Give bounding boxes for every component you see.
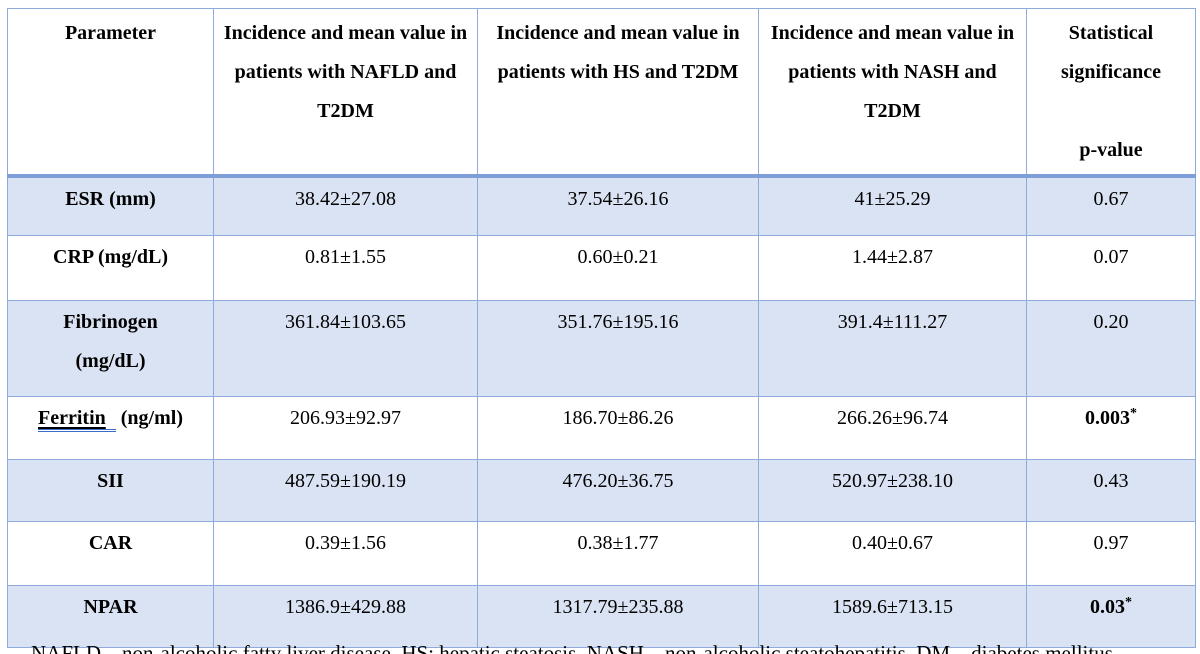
parameter-label: ESR (mm) — [7, 175, 214, 236]
parameter-label: CAR — [7, 521, 214, 586]
value-hs: 1317.79±235.88 — [477, 585, 759, 648]
parameter-label: Ferritin (ng/ml) — [7, 396, 214, 460]
parameter-name: Fibrinogen — [63, 311, 158, 333]
significance-asterisk: * — [1125, 595, 1132, 610]
p-value-significant: 0.003* — [1026, 396, 1196, 460]
parameter-name: Ferritin — [38, 407, 106, 429]
value-nash: 520.97±238.10 — [758, 459, 1027, 522]
parameter-label: Fibrinogen (mg/dL) — [7, 300, 214, 397]
header-significance-label: Statistical significance — [1061, 22, 1161, 83]
table-row-crp: CRP (mg/dL) 0.81±1.55 0.60±0.21 1.44±2.8… — [7, 235, 1196, 301]
table-row-esr: ESR (mm) 38.42±27.08 37.54±26.16 41±25.2… — [7, 175, 1196, 236]
value-hs: 476.20±36.75 — [477, 459, 759, 522]
value-nafld: 1386.9±429.88 — [213, 585, 478, 648]
value-hs: 351.76±195.16 — [477, 300, 759, 397]
significance-asterisk: * — [1130, 406, 1137, 421]
header-row: Parameter Incidence and mean value in pa… — [7, 8, 1196, 178]
p-value: 0.20 — [1026, 300, 1196, 397]
value-nash: 266.26±96.74 — [758, 396, 1027, 460]
header-nafld-t2dm: Incidence and mean value in patients wit… — [213, 8, 478, 178]
p-value: 0.97 — [1026, 521, 1196, 586]
p-value-significant: 0.03* — [1026, 585, 1196, 648]
table-row-npar: NPAR 1386.9±429.88 1317.79±235.88 1589.6… — [7, 585, 1196, 648]
p-value: 0.67 — [1026, 175, 1196, 236]
header-pvalue-label: p-value — [1079, 139, 1143, 161]
parameter-unit: (mg/dL) — [75, 350, 146, 372]
value-nafld: 206.93±92.97 — [213, 396, 478, 460]
parameter-unit: (ng/ml) — [120, 407, 183, 429]
parameter-label: CRP (mg/dL) — [7, 235, 214, 301]
value-hs: 37.54±26.16 — [477, 175, 759, 236]
value-nafld: 0.81±1.55 — [213, 235, 478, 301]
header-hs-t2dm: Incidence and mean value in patients wit… — [477, 8, 759, 178]
statistics-table: Parameter Incidence and mean value in pa… — [7, 8, 1196, 648]
value-hs: 186.70±86.26 — [477, 396, 759, 460]
value-nafld: 361.84±103.65 — [213, 300, 478, 397]
p-value: 0.07 — [1026, 235, 1196, 301]
parameter-label: NPAR — [7, 585, 214, 648]
value-nafld: 38.42±27.08 — [213, 175, 478, 236]
value-nash: 41±25.29 — [758, 175, 1027, 236]
p-value: 0.43 — [1026, 459, 1196, 522]
table-row-ferritin: Ferritin (ng/ml) 206.93±92.97 186.70±86.… — [7, 396, 1196, 460]
table-row-car: CAR 0.39±1.56 0.38±1.77 0.40±0.67 0.97 — [7, 521, 1196, 586]
value-nafld: 487.59±190.19 — [213, 459, 478, 522]
table-row-sii: SII 487.59±190.19 476.20±36.75 520.97±23… — [7, 459, 1196, 522]
value-nash: 1589.6±713.15 — [758, 585, 1027, 648]
value-nash: 391.4±111.27 — [758, 300, 1027, 397]
value-hs: 0.60±0.21 — [477, 235, 759, 301]
value-nash: 0.40±0.67 — [758, 521, 1027, 586]
abbreviations-footnote: NAFLD – non-alcoholic fatty liver diseas… — [31, 641, 1113, 654]
header-significance: Statistical significance p-value — [1026, 8, 1196, 178]
header-parameter: Parameter — [7, 8, 214, 178]
table-row-fibrinogen: Fibrinogen (mg/dL) 361.84±103.65 351.76±… — [7, 300, 1196, 397]
value-nash: 1.44±2.87 — [758, 235, 1027, 301]
value-nafld: 0.39±1.56 — [213, 521, 478, 586]
value-hs: 0.38±1.77 — [477, 521, 759, 586]
grammar-underline: Ferritin — [38, 407, 116, 432]
parameter-label: SII — [7, 459, 214, 522]
header-nash-t2dm: Incidence and mean value in patients wit… — [758, 8, 1027, 178]
